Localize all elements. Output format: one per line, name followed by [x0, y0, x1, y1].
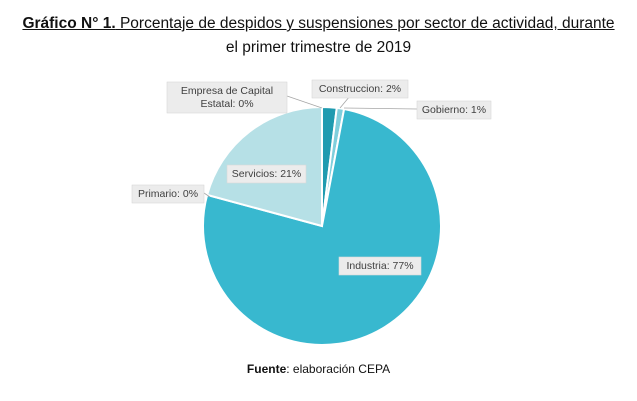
data-label-gobierno: Gobierno: 1%	[422, 104, 486, 116]
data-label-industria-line-1: Industria: 77%	[346, 260, 413, 272]
chart-title-text: Porcentaje de despidos y suspensiones po…	[115, 15, 615, 32]
data-label-industria: Industria: 77%	[346, 260, 413, 272]
data-label-primario-line-1: Primario: 0%	[138, 188, 198, 200]
source-label: Fuente	[246, 362, 287, 376]
chart-title-line-2: el primer trimestre de 2019	[225, 39, 412, 56]
data-label-empresa-de-capital-estatal: Empresa de Capital Estatal: 0%	[181, 85, 273, 110]
pie-slices	[202, 105, 442, 346]
chart-title: Gráfico N° 1. Porcentaje de despidos y s…	[0, 12, 637, 60]
data-label-construccion-line-1: Construccion: 2%	[319, 83, 401, 95]
label-box-gobierno	[416, 100, 492, 120]
data-label-construccion: Construccion: 2%	[319, 83, 401, 95]
data-labels: Construccion: 2% Gobierno: 1% Industria: 7…	[131, 79, 492, 276]
source-note: Fuente: elaboración CEPA	[0, 362, 637, 376]
label-box-industria	[338, 256, 422, 276]
data-label-servicios-line-1: Servicios: 21%	[232, 168, 301, 180]
label-box-empresa-de-capital-estatal	[166, 81, 288, 114]
source-text: : elaboración CEPA	[286, 362, 391, 376]
leader-line-empresa-de-capital-estatal	[286, 95, 323, 109]
leader-line-primario	[203, 192, 211, 198]
label-box-construccion	[311, 79, 409, 99]
chart-title-number: Gráfico N° 1.	[22, 15, 116, 32]
label-box-primario	[131, 184, 205, 204]
data-label-primario: Primario: 0%	[138, 188, 198, 200]
label-box-servicios	[226, 164, 307, 184]
data-label-empresa-de-capital-estatal-line-2: Estatal: 0%	[200, 98, 253, 110]
leader-line-gobierno	[343, 107, 418, 110]
data-label-empresa-de-capital-estatal-line-1: Empresa de Capital	[181, 85, 273, 97]
chart-title-line-1: Gráfico N° 1. Porcentaje de despidos y s…	[0, 12, 637, 36]
data-label-servicios: Servicios: 21%	[232, 168, 301, 180]
data-label-gobierno-line-1: Gobierno: 1%	[422, 104, 486, 116]
